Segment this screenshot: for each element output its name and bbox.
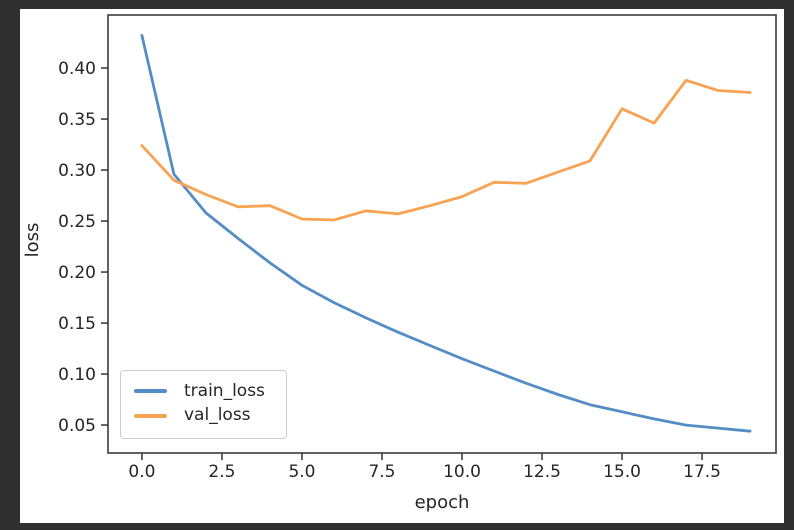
y-tick-label: 0.40 — [58, 59, 96, 79]
legend: train_loss val_loss — [120, 370, 287, 439]
legend-label-train-loss: train_loss — [184, 380, 265, 401]
x-tick-label: 10.0 — [443, 462, 481, 482]
legend-label-val-loss: val_loss — [184, 405, 251, 426]
y-tick-label: 0.30 — [58, 161, 96, 181]
x-tick-label: 7.5 — [368, 462, 395, 482]
x-tick-label: 0.0 — [128, 462, 155, 482]
legend-item-train-loss: train_loss — [134, 380, 274, 401]
y-tick-label: 0.35 — [58, 110, 96, 130]
y-axis-label: loss — [22, 222, 43, 258]
val-loss-line-swatch — [134, 413, 167, 418]
y-tick-label: 0.20 — [58, 263, 96, 283]
y-tick-label: 0.10 — [58, 365, 96, 385]
train-loss-line-swatch — [134, 389, 167, 394]
y-tick-label: 0.25 — [58, 212, 96, 232]
axes-spines — [107, 14, 777, 454]
y-tick-label: 0.15 — [58, 314, 96, 334]
x-axis-label: epoch — [414, 492, 470, 513]
x-tick-label: 12.5 — [523, 462, 561, 482]
series-line-val_loss — [140, 78, 752, 222]
x-tick-label: 5.0 — [288, 462, 315, 482]
x-tick-label: 15.0 — [603, 462, 641, 482]
y-tick-label: 0.05 — [58, 416, 96, 436]
series-line-train_loss — [140, 34, 752, 433]
x-tick-label: 2.5 — [208, 462, 235, 482]
x-tick-label: 17.5 — [683, 462, 721, 482]
legend-item-val-loss: val_loss — [134, 407, 274, 424]
